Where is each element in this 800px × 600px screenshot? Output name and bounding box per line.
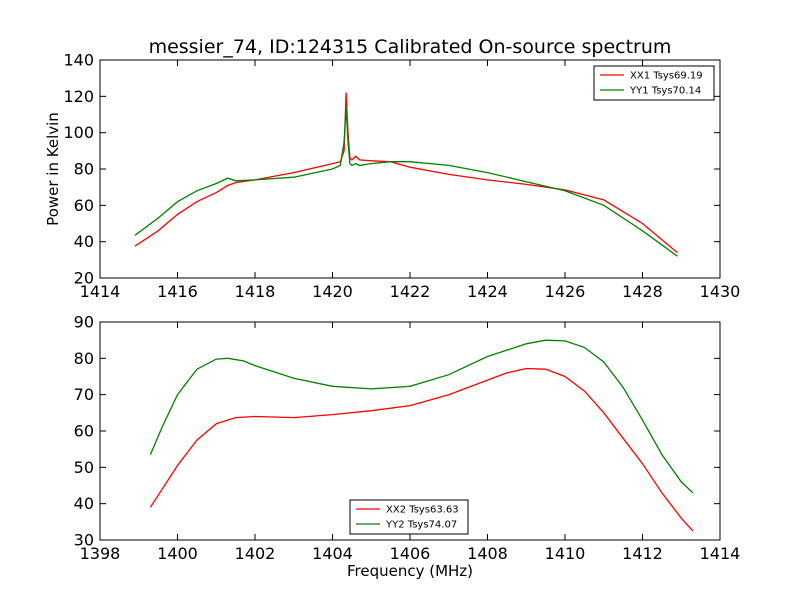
- top-legend-label-xx: XX1 Tsys69.19: [630, 71, 703, 82]
- bottom-y-tick-label: 50: [74, 458, 94, 477]
- bottom-y-tick-label: 60: [74, 422, 94, 441]
- bottom-y-tick-label: 90: [74, 313, 94, 332]
- bottom-legend-label-yy: YY2 Tsys74.07: [385, 520, 457, 531]
- top-legend-box: [593, 65, 715, 101]
- top-y-tick-label: 40: [74, 232, 94, 251]
- top-x-tick-label: 1418: [235, 282, 276, 301]
- bottom-y-tick-label: 80: [74, 349, 94, 368]
- top-x-tick-label: 1420: [312, 282, 353, 301]
- top-x-tick-label: 1416: [157, 282, 198, 301]
- top-y-tick-label: 100: [63, 123, 94, 142]
- bottom-y-tick-label: 70: [74, 385, 94, 404]
- figure-title: messier_74, ID:124315 Calibrated On-sour…: [149, 36, 672, 58]
- bottom-x-tick-label: 1406: [390, 544, 431, 563]
- top-y-axis-label: Power in Kelvin: [44, 112, 62, 226]
- top-series-xx-line: [134, 92, 678, 254]
- top-panel: 1414 1416 1418 1420 1422 1424 1426 1428 1430 20 40…: [44, 51, 740, 302]
- bottom-x-tick-label: 1410: [545, 544, 586, 563]
- top-y-tick-label: 60: [74, 196, 94, 215]
- top-y-tick-label: 140: [63, 51, 94, 70]
- top-x-tick-label: 1424: [467, 282, 508, 301]
- bottom-legend-box: [349, 499, 469, 535]
- bottom-series-yy-line: [149, 339, 694, 494]
- bottom-x-tick-label: 1400: [157, 544, 198, 563]
- bottom-x-tick-label: 1408: [467, 544, 508, 563]
- bottom-y-tick-label: 30: [74, 531, 94, 550]
- top-x-tick-label: 1426: [545, 282, 586, 301]
- top-y-tick-label: 80: [74, 160, 94, 179]
- bottom-legend: XX2 Tsys63.63 YY2 Tsys74.07: [349, 499, 469, 535]
- bottom-x-axis-label: Frequency (MHz): [347, 562, 473, 580]
- top-series-yy-line: [134, 107, 678, 257]
- top-x-tick-label: 1422: [390, 282, 431, 301]
- bottom-panel: 1398 1400 1402 1404 1406 1408 1410 1412 1414 30 40…: [74, 313, 741, 581]
- bottom-y-tick-label: 40: [74, 494, 94, 513]
- top-legend: XX1 Tsys69.19 YY1 Tsys70.14: [593, 65, 715, 101]
- top-x-tick-label: 1414: [80, 282, 121, 301]
- top-x-tick-label: 1428: [622, 282, 663, 301]
- bottom-x-tick-label: 1402: [235, 544, 276, 563]
- top-x-tick-label: 1430: [700, 282, 741, 301]
- bottom-series-xx-line: [149, 367, 694, 532]
- top-y-tick-label: 20: [74, 269, 94, 288]
- bottom-x-tick-label: 1412: [622, 544, 663, 563]
- bottom-legend-label-xx: XX2 Tsys63.63: [386, 505, 459, 516]
- bottom-x-tick-label: 1398: [80, 544, 121, 563]
- bottom-x-tick-label: 1414: [700, 544, 741, 563]
- top-y-tick-label: 120: [63, 87, 94, 106]
- bottom-x-tick-label: 1404: [312, 544, 353, 563]
- top-legend-label-yy: YY1 Tsys70.14: [629, 86, 701, 97]
